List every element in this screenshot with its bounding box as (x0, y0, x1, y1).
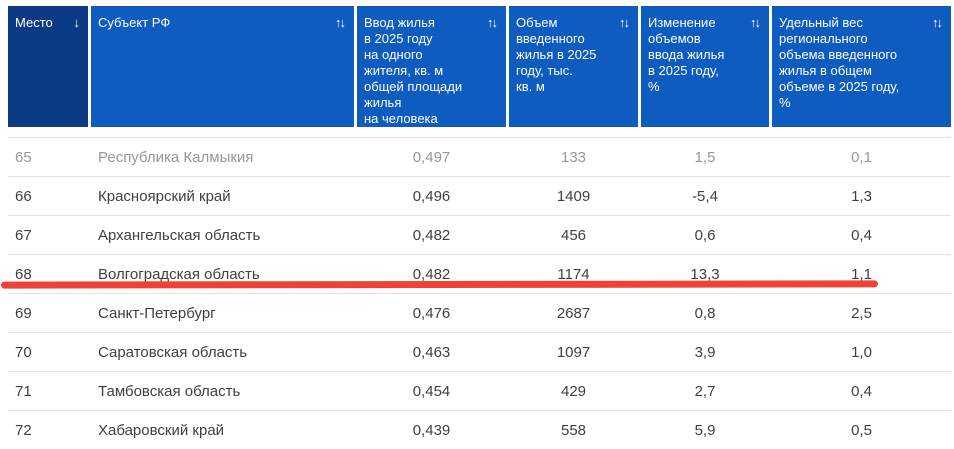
region-cell: Саратовская область (98, 343, 248, 361)
column-header-per-capita[interactable]: Ввод жилья в 2025 году на одного жителя,… (357, 6, 506, 127)
region-cell: Волгоградская область (98, 265, 260, 283)
volume-cell: 456 (560, 226, 587, 244)
column-header-per-capita-label: Ввод жилья в 2025 году на одного жителя,… (364, 15, 463, 126)
place-cell: 72 (15, 421, 32, 439)
per-capita-cell: 0,482 (412, 226, 451, 244)
highlight-underline (0, 280, 879, 289)
change-cell: -5,4 (692, 187, 718, 205)
column-header-change[interactable]: Изменение объемов ввода жилья в 2025 год… (641, 6, 769, 127)
table-row: 70 Саратовская область 0,463 1097 3,9 1,… (8, 332, 951, 371)
place-cell: 70 (15, 343, 32, 361)
share-cell: 2,5 (851, 304, 872, 322)
share-cell: 1,1 (851, 265, 872, 283)
table-row-highlighted: 68 Волгоградская область 0,482 1174 13,3… (8, 254, 951, 293)
volume-cell: 133 (560, 148, 587, 166)
share-cell: 0,4 (851, 382, 872, 400)
column-header-volume-label: Объем введенного жилья в 2025 году, тыс.… (516, 15, 597, 94)
volume-cell: 1097 (556, 343, 591, 361)
share-cell: 0,4 (851, 226, 872, 244)
per-capita-cell: 0,496 (412, 187, 451, 205)
column-header-region[interactable]: Субъект РФ ↑↓ (91, 6, 354, 127)
table-row: 71 Тамбовская область 0,454 429 2,7 0,4 (8, 371, 951, 410)
change-cell: 0,6 (694, 226, 716, 244)
region-cell: Тамбовская область (98, 382, 241, 400)
sort-both-icon[interactable]: ↑↓ (932, 15, 943, 30)
volume-cell: 1174 (557, 265, 590, 283)
per-capita-cell: 0,463 (412, 343, 451, 361)
volume-cell: 1409 (556, 187, 591, 205)
sort-both-icon[interactable]: ↑↓ (619, 15, 630, 30)
per-capita-cell: 0,476 (412, 304, 451, 322)
ranking-table: Место ↓ Субъект РФ ↑↓ Ввод жилья в 2025 … (8, 6, 951, 449)
per-capita-cell: 0,439 (412, 421, 451, 439)
place-cell: 69 (15, 304, 32, 322)
table-row: 67 Архангельская область 0,482 456 0,6 0… (8, 215, 951, 254)
region-cell: Республика Калмыкия (98, 148, 254, 166)
change-cell: 1,5 (694, 148, 716, 166)
table-body: 65 Республика Калмыкия 0,497 133 1,5 0,1… (8, 137, 951, 449)
volume-cell: 2687 (556, 304, 591, 322)
region-cell: Хабаровский край (98, 421, 225, 439)
column-header-place-label: Место (15, 15, 53, 30)
per-capita-cell: 0,482 (412, 265, 451, 283)
change-cell: 3,9 (694, 343, 716, 361)
place-cell: 67 (15, 226, 32, 244)
share-cell: 0,1 (851, 148, 872, 166)
table-row: 69 Санкт-Петербург 0,476 2687 0,8 2,5 (8, 293, 951, 332)
volume-cell: 558 (560, 421, 587, 439)
change-cell: 5,9 (694, 421, 716, 439)
column-header-share-label: Удельный вес регионального объема введен… (779, 15, 900, 110)
table-row: 65 Республика Калмыкия 0,497 133 1,5 0,1 (8, 137, 951, 176)
column-header-change-label: Изменение объемов ввода жилья в 2025 год… (648, 15, 725, 94)
place-cell: 65 (15, 148, 32, 166)
place-cell: 68 (15, 265, 32, 283)
region-cell: Санкт-Петербург (98, 304, 216, 322)
share-cell: 1,0 (851, 343, 872, 361)
sort-both-icon[interactable]: ↑↓ (750, 15, 761, 30)
column-header-volume[interactable]: Объем введенного жилья в 2025 году, тыс.… (509, 6, 638, 127)
table-row: 72 Хабаровский край 0,439 558 5,9 0,5 (8, 410, 951, 449)
change-cell: 0,8 (694, 304, 716, 322)
column-header-region-label: Субъект РФ (98, 15, 171, 30)
sort-both-icon[interactable]: ↑↓ (335, 15, 346, 30)
table-row: 66 Красноярский край 0,496 1409 -5,4 1,3 (8, 176, 951, 215)
sort-both-icon[interactable]: ↑↓ (487, 15, 498, 30)
share-cell: 0,5 (851, 421, 872, 439)
share-cell: 1,3 (851, 187, 872, 205)
place-cell: 66 (15, 187, 32, 205)
sort-desc-icon[interactable]: ↓ (73, 15, 80, 30)
per-capita-cell: 0,497 (412, 148, 451, 166)
column-header-place[interactable]: Место ↓ (8, 6, 88, 127)
column-header-share[interactable]: Удельный вес регионального объема введен… (772, 6, 951, 127)
volume-cell: 429 (560, 382, 587, 400)
region-cell: Архангельская область (98, 226, 261, 244)
region-cell: Красноярский край (98, 187, 231, 205)
change-cell: 2,7 (694, 382, 716, 400)
table-header-row: Место ↓ Субъект РФ ↑↓ Ввод жилья в 2025 … (8, 6, 951, 127)
place-cell: 71 (15, 382, 32, 400)
per-capita-cell: 0,454 (412, 382, 451, 400)
change-cell: 13,3 (690, 265, 720, 283)
